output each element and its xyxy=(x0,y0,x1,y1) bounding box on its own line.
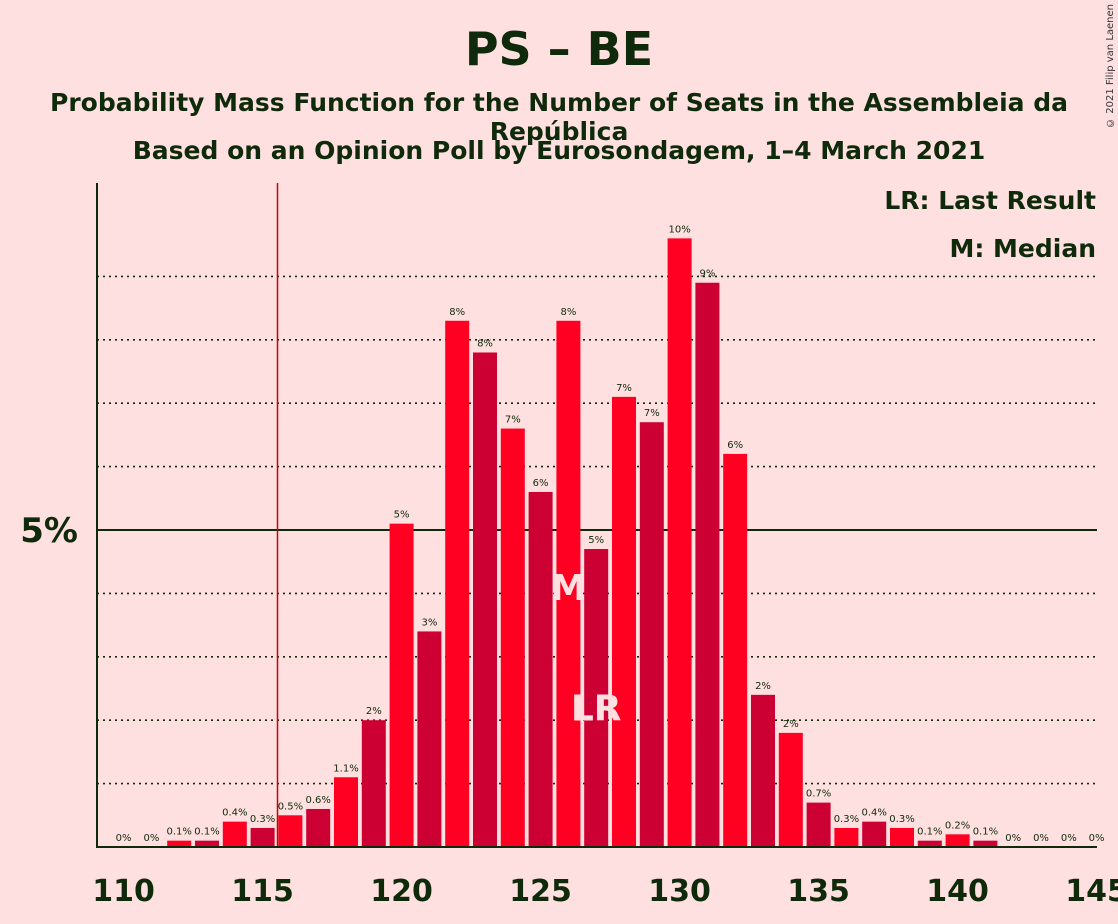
bar-label-118: 1.1% xyxy=(333,763,358,774)
bar-116 xyxy=(278,815,303,847)
bar-label-137: 0.4% xyxy=(861,808,886,819)
bar-139 xyxy=(917,840,942,847)
bar-117 xyxy=(306,808,331,847)
bar-118 xyxy=(334,777,358,847)
bar-128 xyxy=(612,396,636,847)
bar-label-140: 0.2% xyxy=(945,820,970,831)
chart-source: Based on an Opinion Poll by Eurosondagem… xyxy=(132,136,986,165)
bar-label-121: 3% xyxy=(421,617,437,628)
bar-label-123: 8% xyxy=(477,338,493,349)
bar-label-116: 0.5% xyxy=(278,801,303,812)
y-tick-label: 5% xyxy=(20,511,78,551)
x-tick-label-140: 140 xyxy=(926,874,989,909)
legend-last-result: LR: Last Result xyxy=(884,186,1096,215)
bar-122 xyxy=(445,320,470,847)
bar-label-135: 0.7% xyxy=(806,789,831,800)
bar-label-127: 5% xyxy=(588,535,604,546)
bar-label-139: 0.1% xyxy=(917,827,942,838)
bar-127 xyxy=(584,549,609,847)
bar-134 xyxy=(778,732,803,847)
bar-140 xyxy=(945,834,970,847)
bar-label-111: 0% xyxy=(143,833,159,844)
x-tick-label-130: 130 xyxy=(648,874,711,909)
bar-label-143: 0% xyxy=(1033,833,1049,844)
bar-label-125: 6% xyxy=(533,478,549,489)
bar-label-145: 0% xyxy=(1089,833,1105,844)
bar-119 xyxy=(361,720,386,847)
bar-label-138: 0.3% xyxy=(889,814,914,825)
bar-112 xyxy=(167,840,192,847)
bar-label-114: 0.4% xyxy=(222,808,247,819)
bar-label-133: 2% xyxy=(755,681,771,692)
bar-130 xyxy=(667,238,692,848)
bar-label-119: 2% xyxy=(366,706,382,717)
bar-126 xyxy=(556,320,581,847)
chart-title: PS – BE xyxy=(464,22,654,76)
bar-115 xyxy=(250,827,275,847)
bar-label-128: 7% xyxy=(616,383,632,394)
bar-label-112: 0.1% xyxy=(166,827,191,838)
bar-label-115: 0.3% xyxy=(250,814,275,825)
bar-label-134: 2% xyxy=(783,719,799,730)
x-tick-label-120: 120 xyxy=(370,874,433,909)
x-tick-label-125: 125 xyxy=(509,874,572,909)
bar-129 xyxy=(639,422,664,847)
bar-138 xyxy=(890,827,914,847)
bar-135 xyxy=(806,802,831,847)
bar-124 xyxy=(500,428,525,847)
bar-136 xyxy=(834,827,859,847)
last-result-marker: LR xyxy=(571,689,622,730)
bar-132 xyxy=(723,453,748,847)
bar-label-117: 0.6% xyxy=(305,795,330,806)
median-marker: M xyxy=(550,568,586,609)
bar-141 xyxy=(973,840,998,847)
bar-113 xyxy=(195,840,219,847)
bar-label-129: 7% xyxy=(644,408,660,419)
bar-label-124: 7% xyxy=(505,415,521,426)
bar-label-113: 0.1% xyxy=(194,827,219,838)
bar-label-131: 9% xyxy=(699,269,715,280)
x-tick-label-115: 115 xyxy=(231,874,294,909)
bar-125 xyxy=(528,491,553,847)
bar-label-132: 6% xyxy=(727,440,743,451)
bar-label-130: 10% xyxy=(668,224,690,235)
chart-subtitle: Probability Mass Function for the Number… xyxy=(50,88,1068,146)
bar-label-126: 8% xyxy=(560,307,576,318)
bar-137 xyxy=(862,821,887,847)
bar-label-110: 0% xyxy=(116,833,132,844)
bar-label-141: 0.1% xyxy=(973,827,998,838)
bar-123 xyxy=(473,352,497,847)
bar-133 xyxy=(751,694,775,847)
bar-label-144: 0% xyxy=(1061,833,1077,844)
bar-114 xyxy=(222,821,247,847)
bar-120 xyxy=(389,523,414,847)
x-tick-label-110: 110 xyxy=(92,874,155,909)
legend-median: M: Median xyxy=(949,234,1096,263)
bar-121 xyxy=(417,631,442,847)
bar-label-122: 8% xyxy=(449,307,465,318)
bar-label-136: 0.3% xyxy=(834,814,859,825)
x-tick-label-135: 135 xyxy=(787,874,850,909)
bar-label-142: 0% xyxy=(1005,833,1021,844)
bar-131 xyxy=(695,282,720,847)
x-tick-label-145: 145 xyxy=(1065,874,1118,909)
bar-label-120: 5% xyxy=(394,510,410,521)
